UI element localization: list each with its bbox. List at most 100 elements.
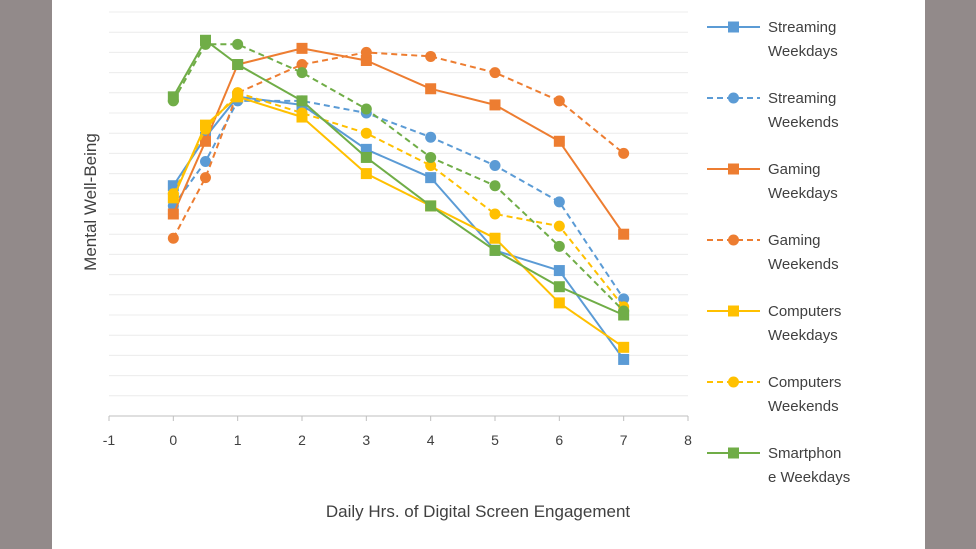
data-point — [553, 220, 565, 232]
data-point — [425, 160, 437, 172]
legend-marker — [728, 21, 739, 33]
data-point — [167, 232, 179, 244]
legend-marker — [728, 376, 739, 388]
legend-label: Computers — [768, 303, 841, 320]
legend: StreamingWeekdaysStreamingWeekendsGaming… — [707, 19, 850, 486]
legend-item: Gaming Weekends — [707, 232, 839, 273]
legend-marker — [728, 234, 739, 246]
data-point — [167, 188, 179, 200]
data-point — [360, 103, 372, 115]
data-point — [489, 99, 501, 111]
y-axis-title: Mental Well-Being — [81, 133, 100, 271]
data-point — [360, 127, 372, 139]
legend-item: Smartphon e Weekdays — [707, 445, 850, 486]
series-5 — [167, 87, 630, 313]
legend-label: Weekends — [768, 114, 839, 131]
legend-item: Computers Weekends — [707, 374, 841, 415]
data-point — [553, 135, 565, 147]
data-point — [489, 208, 501, 220]
data-point — [200, 155, 211, 167]
x-axis-title: Daily Hrs. of Digital Screen Engagement — [326, 502, 631, 521]
series-layer — [167, 34, 630, 365]
data-point — [200, 172, 211, 184]
x-tick-label: 5 — [491, 432, 499, 448]
data-point — [360, 168, 372, 180]
chart-frame: -1 0 1 2 3 4 5 6 7 8 Mental Well-Being Daily Hrs.… — [52, 0, 925, 549]
legend-label: Gaming — [768, 232, 821, 249]
data-point — [553, 196, 565, 208]
data-point — [553, 265, 565, 277]
data-point — [618, 353, 630, 365]
data-point — [296, 107, 308, 119]
x-tick-label: 3 — [362, 432, 370, 448]
data-point — [489, 180, 501, 192]
data-point — [200, 123, 211, 135]
data-point — [200, 38, 211, 50]
data-point — [232, 59, 244, 71]
data-point — [553, 297, 565, 309]
legend-marker — [728, 163, 739, 175]
data-point — [360, 54, 372, 66]
x-tick-label: 8 — [684, 432, 692, 448]
legend-label: Gaming — [768, 161, 821, 178]
data-point — [167, 180, 179, 192]
data-point — [618, 228, 630, 240]
data-point — [425, 151, 437, 163]
data-point — [296, 59, 308, 71]
legend-label: Weekdays — [768, 185, 838, 202]
data-point — [553, 240, 565, 252]
gridlines — [109, 11, 688, 397]
legend-label: e Weekdays — [768, 469, 850, 486]
x-tick-label: 1 — [234, 432, 242, 448]
axes — [108, 415, 689, 421]
series-7 — [167, 38, 630, 317]
data-point — [553, 281, 565, 293]
data-point — [360, 46, 372, 58]
legend-label: Weekends — [768, 256, 839, 273]
data-point — [425, 131, 437, 143]
x-tick-label: 2 — [298, 432, 306, 448]
data-point — [425, 83, 437, 95]
data-point — [232, 38, 244, 50]
data-point — [489, 244, 501, 256]
legend-label: Computers — [768, 374, 841, 391]
data-point — [553, 95, 565, 107]
legend-item: Gaming Weekdays — [707, 161, 838, 202]
legend-marker — [728, 305, 739, 317]
data-point — [425, 50, 437, 62]
legend-item: Streaming Weekends — [707, 90, 839, 131]
data-point — [425, 200, 437, 212]
x-tick-label: 0 — [169, 432, 177, 448]
legend-label: Smartphon — [768, 445, 841, 462]
legend-label: Weekends — [768, 398, 839, 415]
series-6 — [167, 34, 630, 321]
legend-label: Streaming — [768, 90, 836, 107]
data-point — [618, 305, 630, 317]
x-tick-label: 4 — [427, 432, 435, 448]
data-point — [167, 95, 179, 107]
data-point — [489, 67, 501, 79]
data-point — [489, 160, 501, 172]
legend-marker — [728, 447, 739, 459]
data-point — [360, 151, 372, 163]
legend-marker — [728, 92, 739, 104]
data-point — [425, 172, 437, 184]
data-point — [296, 42, 308, 54]
x-tick-label: 6 — [555, 432, 563, 448]
data-point — [200, 135, 211, 147]
x-tick-label: -1 — [103, 432, 116, 448]
legend-label: Weekdays — [768, 327, 838, 344]
data-point — [167, 208, 179, 220]
data-point — [296, 67, 308, 79]
data-point — [360, 143, 372, 155]
data-point — [618, 147, 630, 159]
x-tick-labels: -1 0 1 2 3 4 5 6 7 8 — [103, 432, 692, 448]
data-point — [489, 232, 501, 244]
data-point — [618, 341, 630, 353]
line-chart: -1 0 1 2 3 4 5 6 7 8 Mental Well-Being Daily Hrs.… — [81, 11, 850, 521]
legend-label: Streaming — [768, 19, 836, 36]
legend-item: Computers Weekdays — [707, 303, 841, 344]
legend-item: Streaming Weekdays — [707, 19, 838, 60]
data-point — [296, 95, 308, 107]
x-tick-label: 7 — [620, 432, 628, 448]
